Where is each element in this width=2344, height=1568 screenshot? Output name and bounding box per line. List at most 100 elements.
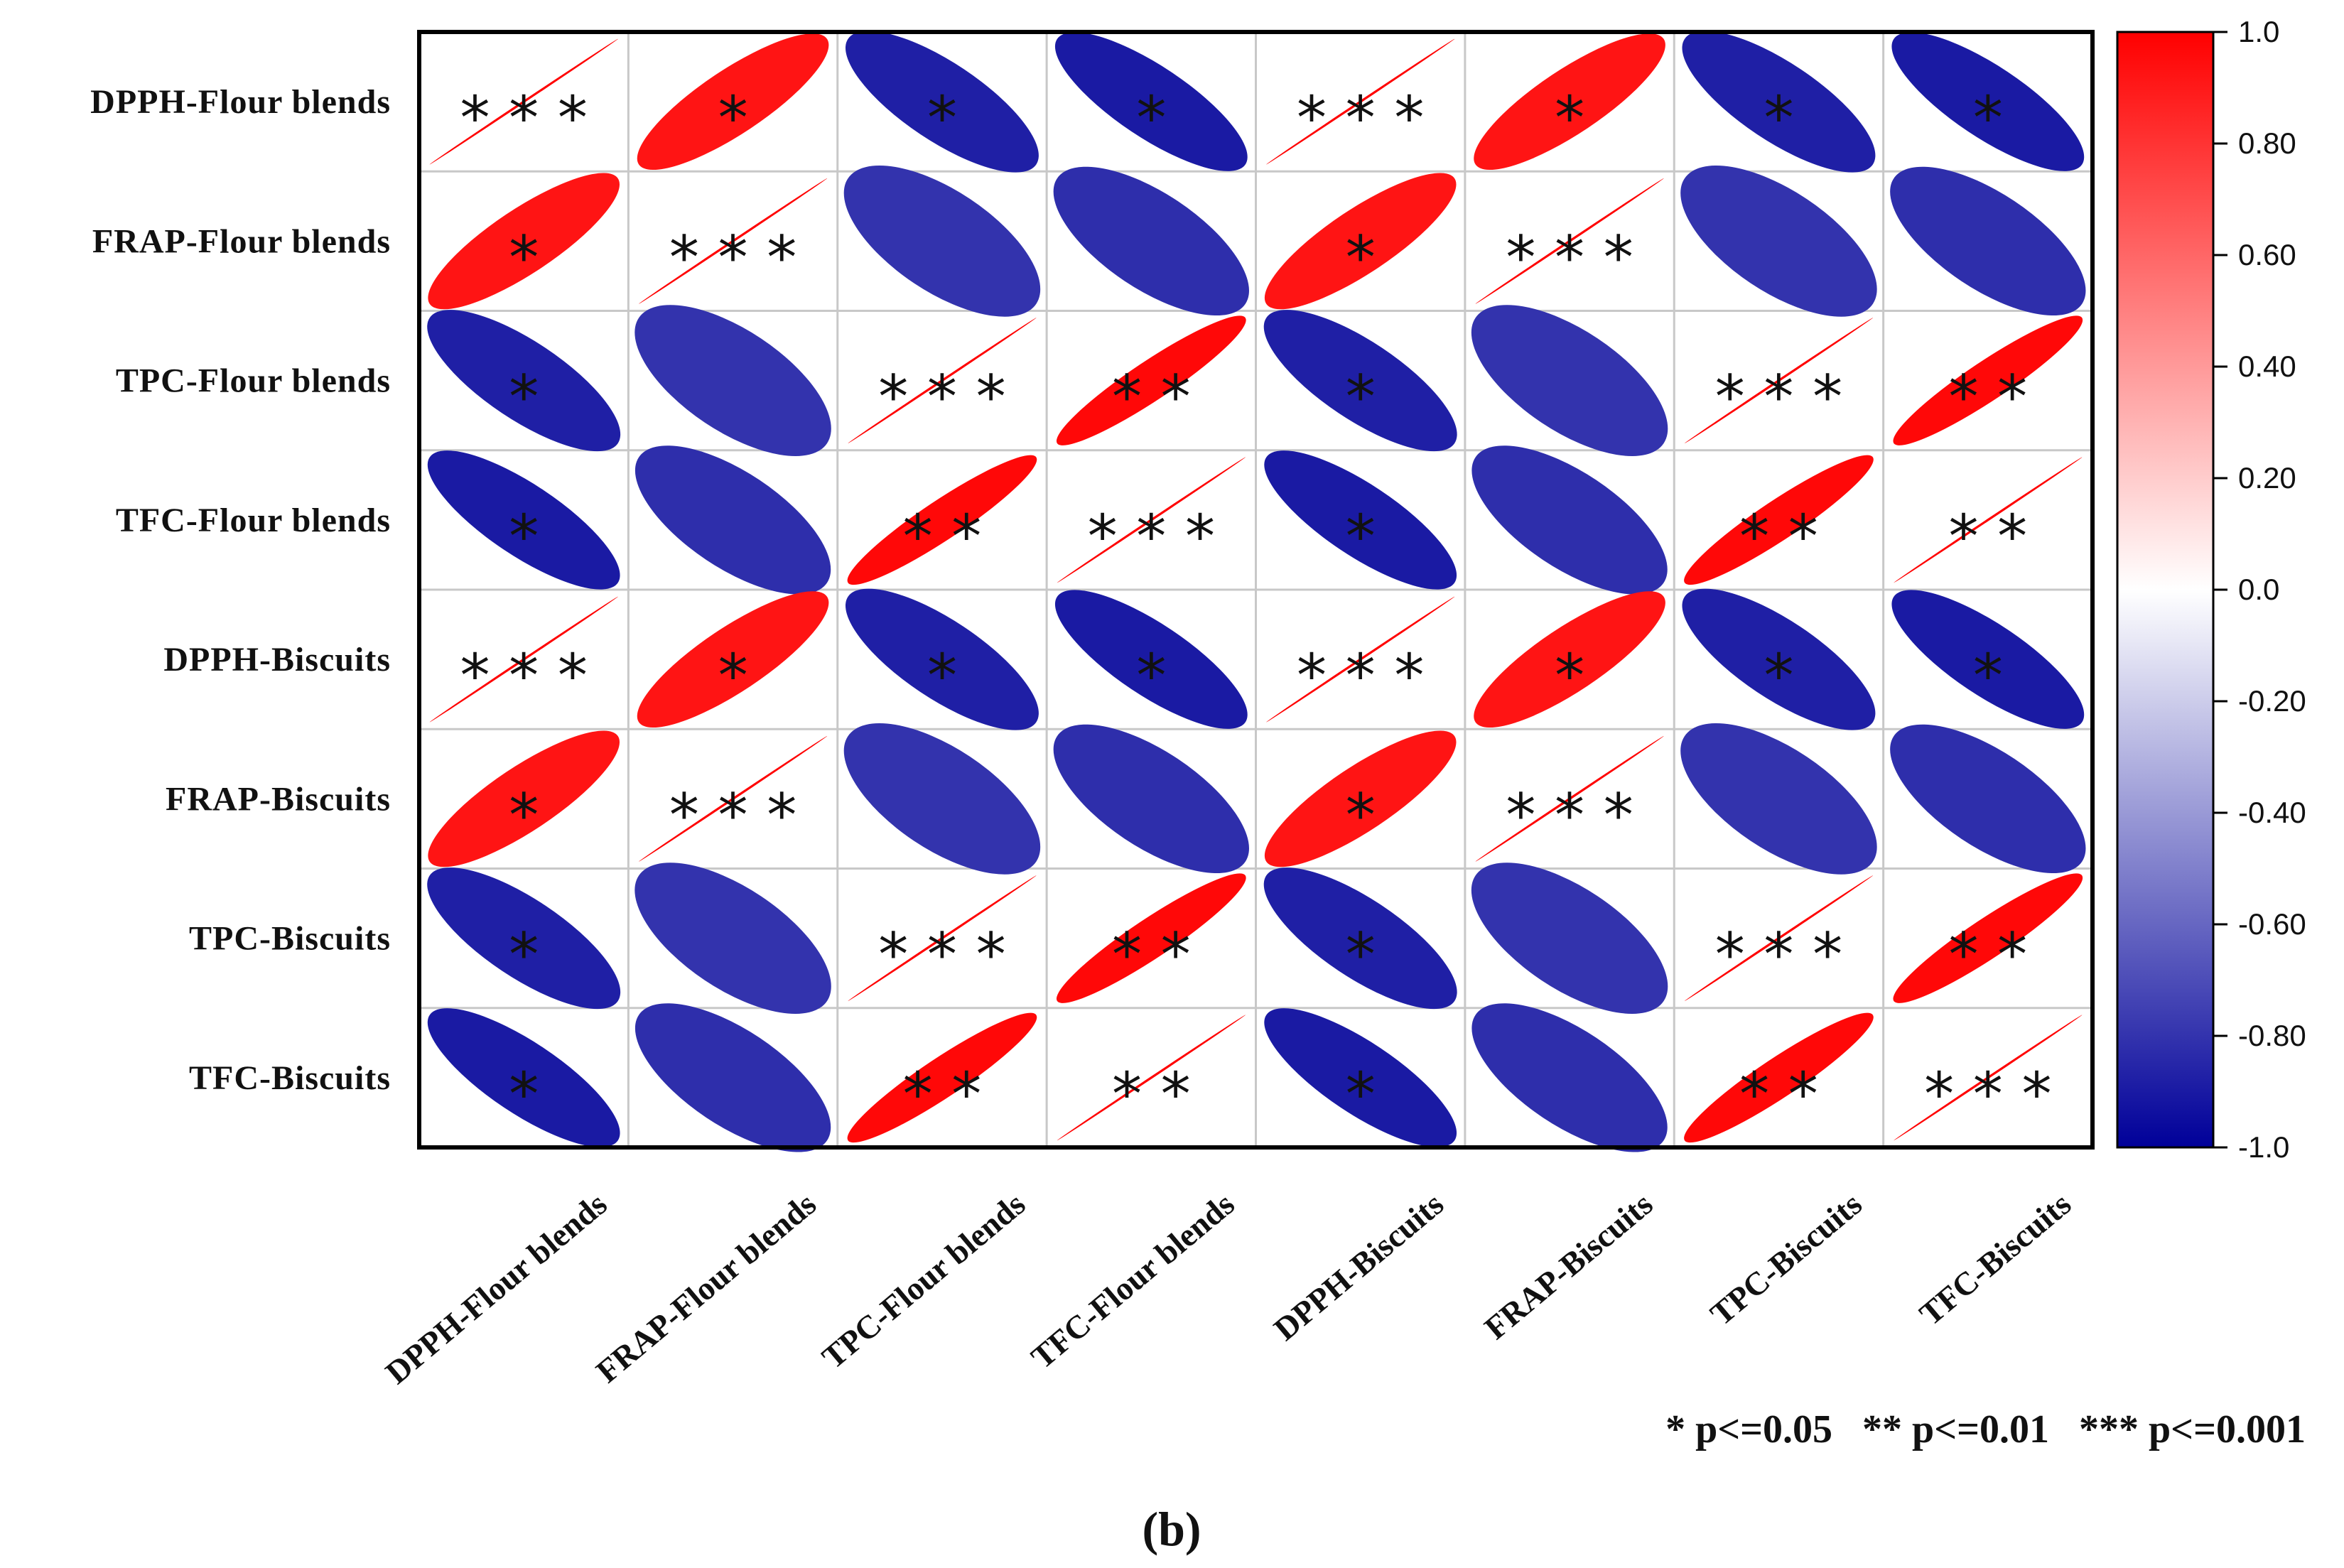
colorbar-tick-label: -0.20 — [2238, 684, 2306, 718]
correlation-ellipse — [639, 178, 828, 304]
correlation-ellipse — [1893, 315, 2083, 445]
correlation-cell: * — [427, 310, 621, 452]
correlation-cell: * — [1054, 590, 1248, 729]
row-label: DPPH-Biscuits — [163, 641, 391, 678]
row-label: TFC-Biscuits — [189, 1059, 391, 1097]
row-label: FRAP-Biscuits — [166, 780, 391, 818]
correlation-cell — [634, 445, 831, 595]
correlation-cell — [1471, 863, 1668, 1014]
significance-mark: * * * — [878, 362, 1005, 432]
significance-mark: * * — [1948, 502, 2027, 571]
correlation-ellipse — [1057, 457, 1246, 583]
correlation-ellipse — [1471, 445, 1668, 595]
significance-mark: * * — [903, 502, 982, 571]
significance-mark: * * * — [1715, 362, 1842, 432]
correlation-ellipse — [427, 1008, 620, 1147]
correlation-ellipse — [848, 875, 1037, 1001]
significance-mark: * — [1346, 222, 1376, 292]
correlation-ellipse — [1264, 1008, 1457, 1147]
significance-mark: * — [1555, 641, 1584, 710]
significance-mark: * — [1555, 83, 1584, 153]
significance-mark: * * * — [460, 83, 587, 153]
colorbar-ticks: 1.0 0.80 0.60 0.40 0.20 0.0 -0.20 -0.40 -0.60 -0.… — [2213, 15, 2306, 1164]
correlation-ellipse — [843, 723, 1041, 875]
correlation-cell — [1680, 166, 1877, 317]
correlation-ellipse — [1684, 875, 1873, 1001]
row-label: DPPH-Flour blends — [90, 83, 391, 121]
correlation-ellipse — [1890, 724, 2086, 874]
correlation-ellipse — [845, 31, 1039, 173]
correlation-ellipse — [1894, 457, 2083, 583]
correlation-ellipse — [1264, 173, 1457, 310]
column-label: TFC-Flour blends — [1024, 1186, 1241, 1376]
correlation-ellipse — [847, 455, 1037, 585]
significance-mark: * * * — [460, 641, 587, 710]
correlation-ellipse — [1057, 1015, 1246, 1141]
correlation-cell: * * — [1056, 873, 1246, 1003]
matrix-border — [417, 30, 2095, 1150]
significance-mark: * * — [1739, 1059, 1818, 1129]
significance-mark: * * — [903, 1059, 982, 1129]
significance-mark: * * — [1112, 362, 1191, 432]
correlation-ellipse — [1893, 873, 2083, 1003]
correlation-cell — [1053, 166, 1249, 316]
correlation-cells: * * * * * * * * * * * ** * * * * * * ** * * * * * * * … — [427, 31, 2086, 1152]
correlation-ellipse — [1264, 450, 1457, 590]
colorbar: 1.0 0.80 0.60 0.40 0.20 0.0 -0.20 -0.40 -0.60 -0.… — [2116, 15, 2306, 1164]
correlation-cell — [1890, 166, 2086, 316]
column-label: DPPH-Biscuits — [1267, 1186, 1450, 1348]
correlation-ellipse — [1266, 38, 1455, 165]
significance-mark: * — [1346, 1059, 1376, 1129]
correlation-cell — [1680, 723, 1877, 875]
correlation-cell: * — [1263, 867, 1457, 1010]
significance-mark: * — [1136, 83, 1166, 153]
correlation-cell — [843, 166, 1041, 317]
significance-mark: * — [1973, 641, 2003, 710]
correlation-cell: * * — [1893, 315, 2083, 445]
colorbar-tick-label: -1.0 — [2238, 1130, 2289, 1164]
correlation-ellipse — [1056, 873, 1246, 1003]
correlation-cell: * * * — [639, 178, 828, 304]
significance-mark: * — [509, 222, 539, 292]
correlation-ellipse — [427, 450, 620, 590]
correlation-cell: * — [1263, 310, 1457, 452]
significance-mark: * — [509, 920, 539, 990]
significance-mark: * * — [1739, 502, 1818, 571]
correlation-ellipse — [1684, 318, 1873, 443]
correlation-ellipse — [1894, 1015, 2083, 1141]
correlation-cell — [843, 723, 1041, 875]
correlation-ellipse — [1053, 724, 1249, 874]
row-label: TPC-Flour blends — [116, 362, 391, 400]
correlation-ellipse — [1054, 590, 1248, 729]
correlation-cell — [634, 1003, 831, 1152]
column-label: TFC-Biscuits — [1913, 1186, 2078, 1333]
correlation-ellipse — [848, 318, 1037, 443]
significance-mark: * — [1764, 641, 1793, 710]
correlation-cell: * * — [1684, 1012, 1874, 1143]
significance-mark: * — [718, 641, 748, 710]
colorbar-tick-label: -0.60 — [2238, 907, 2306, 941]
colorbar-tick-label: 0.40 — [2238, 350, 2296, 383]
column-label: TPC-Flour blends — [815, 1186, 1032, 1376]
correlation-cell: * — [845, 588, 1039, 730]
correlation-ellipse — [1471, 863, 1668, 1014]
row-labels: DPPH-Flour blends FRAP-Flour blends TPC-Fl… — [90, 83, 391, 1097]
correlation-cell: * — [1474, 33, 1665, 171]
correlation-cell — [1471, 305, 1668, 456]
row-label: FRAP-Flour blends — [92, 222, 391, 260]
column-label: FRAP-Biscuits — [1478, 1186, 1660, 1346]
correlation-ellipse — [634, 863, 831, 1014]
correlation-ellipse — [1684, 455, 1874, 585]
significance-mark: * — [927, 641, 957, 710]
significance-mark: * * * — [1088, 502, 1215, 571]
colorbar-tick-label: -0.40 — [2238, 796, 2306, 829]
correlation-cell: * — [1054, 32, 1248, 171]
significance-mark: * * * — [1506, 780, 1633, 850]
correlation-ellipse — [1263, 310, 1457, 452]
correlation-cell: * * * — [848, 875, 1037, 1001]
correlation-cell: * — [427, 450, 620, 590]
correlation-ellipse — [1471, 305, 1668, 456]
correlation-ellipse — [847, 1012, 1037, 1143]
colorbar-tick-label: 0.80 — [2238, 126, 2296, 160]
